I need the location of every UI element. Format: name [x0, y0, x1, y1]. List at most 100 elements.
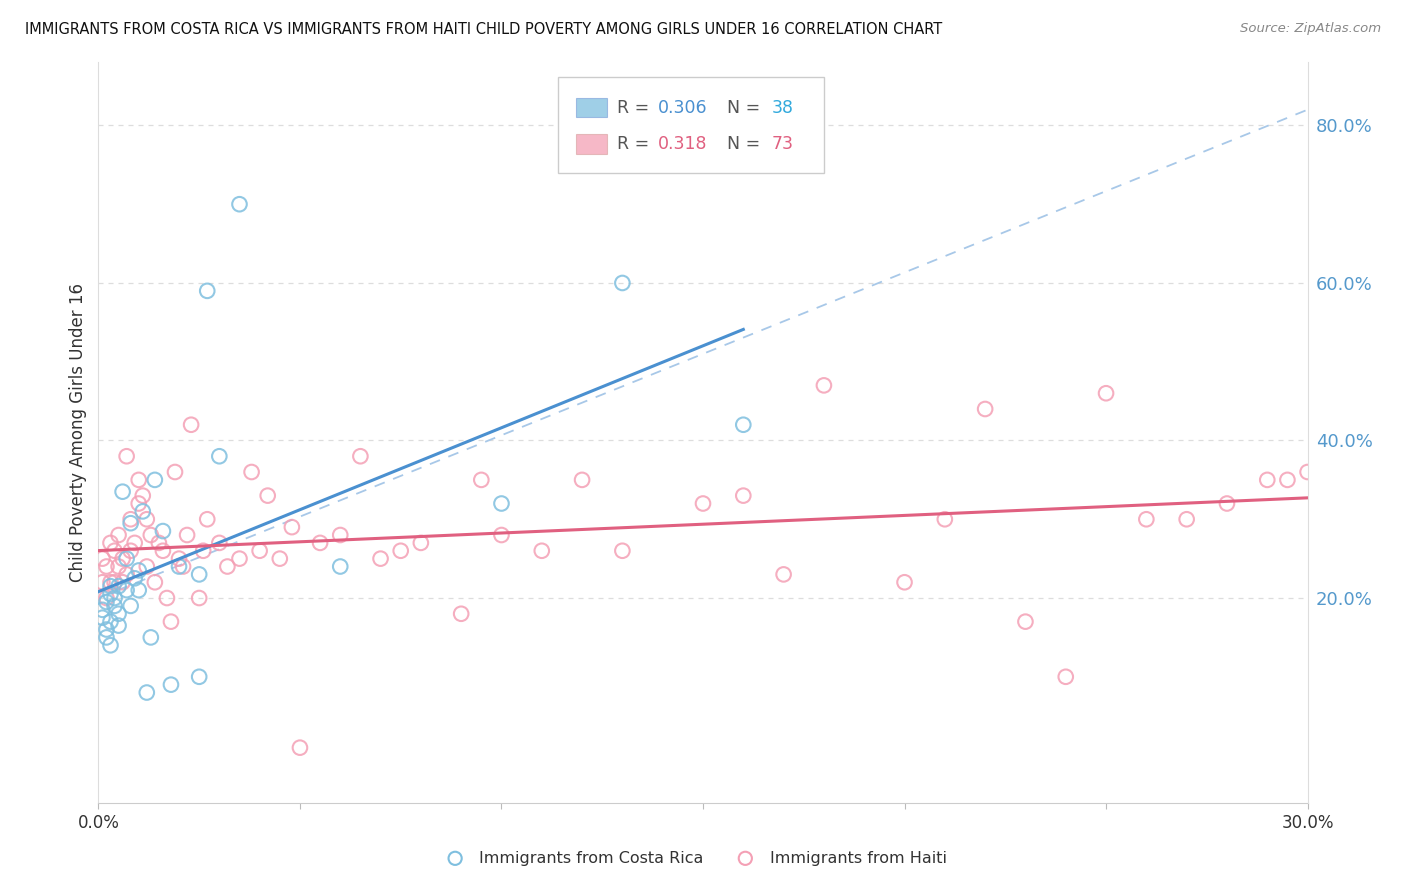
- Point: [491, 496, 513, 510]
- Point: [195, 284, 218, 298]
- Text: Immigrants from Costa Rica: Immigrants from Costa Rica: [479, 851, 703, 866]
- Point: [208, 449, 231, 463]
- Point: [135, 559, 157, 574]
- Point: [733, 417, 755, 432]
- Text: R =: R =: [617, 135, 661, 153]
- Point: [217, 559, 239, 574]
- Point: [571, 473, 593, 487]
- Point: [128, 496, 150, 510]
- Point: [115, 567, 138, 582]
- Point: [156, 591, 179, 605]
- Point: [132, 504, 155, 518]
- Point: [115, 583, 138, 598]
- Point: [530, 543, 553, 558]
- Point: [1277, 473, 1299, 487]
- Point: [91, 611, 114, 625]
- FancyBboxPatch shape: [558, 78, 824, 173]
- Point: [813, 378, 835, 392]
- Point: [1175, 512, 1198, 526]
- Point: [96, 623, 118, 637]
- Point: [240, 465, 263, 479]
- Point: [491, 528, 513, 542]
- Point: [893, 575, 915, 590]
- Point: [188, 591, 211, 605]
- Point: [370, 551, 392, 566]
- Point: [450, 607, 472, 621]
- Point: [100, 575, 122, 590]
- Point: [139, 631, 162, 645]
- Point: [470, 473, 492, 487]
- Text: N =: N =: [716, 135, 766, 153]
- Point: [934, 512, 956, 526]
- Point: [135, 512, 157, 526]
- Point: [195, 512, 218, 526]
- Point: [103, 599, 125, 613]
- Point: [100, 536, 122, 550]
- Point: [733, 489, 755, 503]
- Point: [163, 465, 186, 479]
- Point: [409, 536, 432, 550]
- Point: [120, 599, 142, 613]
- Point: [176, 528, 198, 542]
- Text: 0.318: 0.318: [658, 135, 707, 153]
- Point: [160, 678, 183, 692]
- Point: [100, 615, 122, 629]
- Point: [135, 685, 157, 699]
- Point: [115, 449, 138, 463]
- Point: [124, 571, 146, 585]
- Point: [249, 543, 271, 558]
- Point: [389, 543, 412, 558]
- Point: [128, 564, 150, 578]
- Point: [180, 417, 202, 432]
- Point: [143, 575, 166, 590]
- Point: [103, 543, 125, 558]
- Point: [152, 524, 174, 538]
- Point: [349, 449, 371, 463]
- Point: [612, 543, 634, 558]
- Point: [139, 528, 162, 542]
- Point: [309, 536, 332, 550]
- Point: [329, 559, 352, 574]
- Point: [172, 559, 194, 574]
- Text: N =: N =: [716, 99, 766, 117]
- Point: [100, 638, 122, 652]
- Point: [188, 670, 211, 684]
- Point: [692, 496, 714, 510]
- Point: [96, 631, 118, 645]
- Text: IMMIGRANTS FROM COSTA RICA VS IMMIGRANTS FROM HAITI CHILD POVERTY AMONG GIRLS UN: IMMIGRANTS FROM COSTA RICA VS IMMIGRANTS…: [25, 22, 942, 37]
- Point: [167, 551, 190, 566]
- Point: [96, 591, 118, 605]
- Point: [1054, 670, 1077, 684]
- Point: [91, 575, 114, 590]
- Point: [974, 402, 997, 417]
- Point: [128, 583, 150, 598]
- Text: R =: R =: [617, 99, 655, 117]
- Point: [103, 575, 125, 590]
- Point: [107, 559, 129, 574]
- Point: [1296, 465, 1319, 479]
- Text: 73: 73: [772, 135, 794, 153]
- Text: Source: ZipAtlas.com: Source: ZipAtlas.com: [1240, 22, 1381, 36]
- FancyBboxPatch shape: [576, 98, 607, 117]
- Text: 38: 38: [772, 99, 794, 117]
- Point: [1277, 807, 1299, 822]
- Point: [329, 528, 352, 542]
- Point: [167, 559, 190, 574]
- Text: 0.306: 0.306: [658, 99, 707, 117]
- Point: [91, 603, 114, 617]
- Point: [256, 489, 278, 503]
- Point: [124, 536, 146, 550]
- Point: [1216, 496, 1239, 510]
- Point: [107, 618, 129, 632]
- FancyBboxPatch shape: [576, 135, 607, 153]
- Point: [1256, 473, 1278, 487]
- Point: [103, 591, 125, 605]
- Point: [208, 536, 231, 550]
- Point: [120, 512, 142, 526]
- Point: [1014, 615, 1036, 629]
- Point: [288, 740, 311, 755]
- Point: [107, 579, 129, 593]
- Point: [612, 276, 634, 290]
- Point: [100, 579, 122, 593]
- Y-axis label: Child Poverty Among Girls Under 16: Child Poverty Among Girls Under 16: [69, 283, 87, 582]
